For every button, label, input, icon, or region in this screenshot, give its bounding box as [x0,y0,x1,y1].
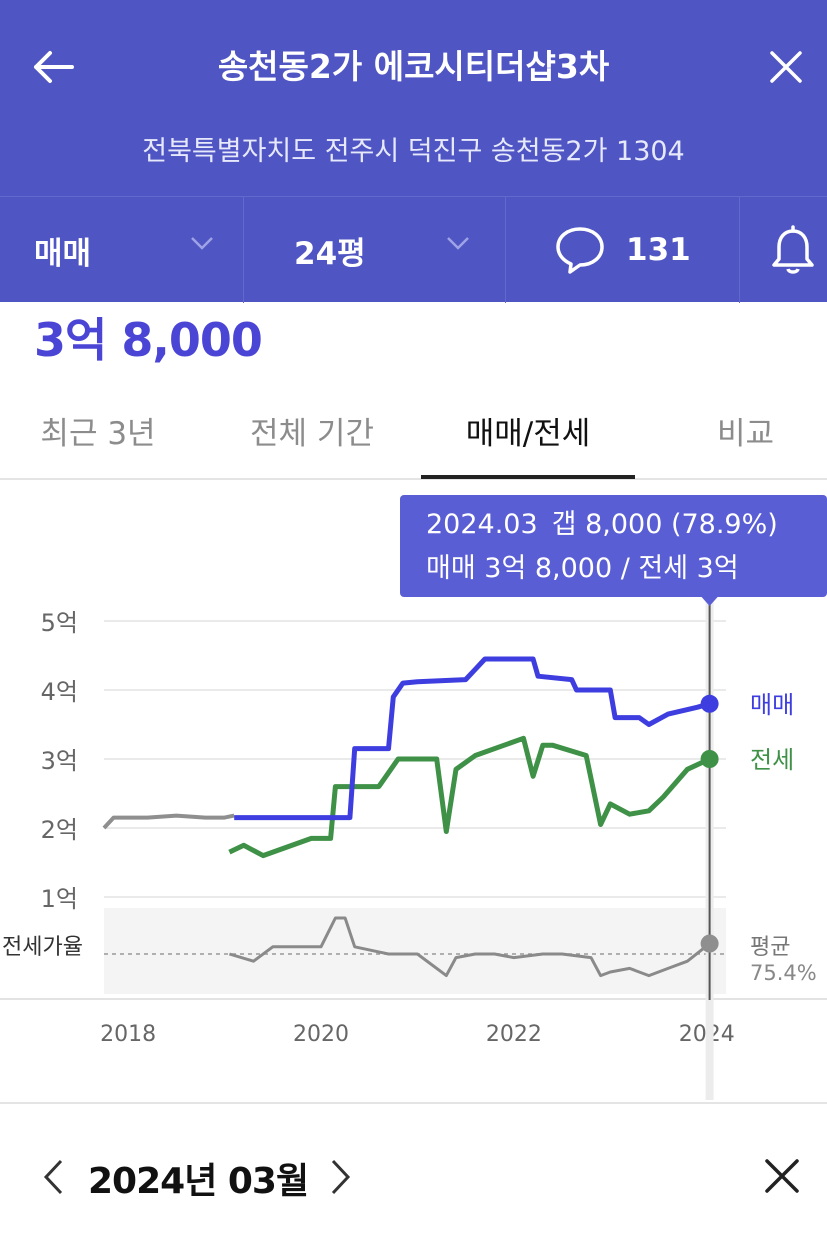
speech-bubble-icon [556,227,604,274]
ratio-band [104,908,726,994]
size-label: 24평 [294,235,366,272]
period-tabs: 최근 3년 전체 기간 매매/전세 비교 [0,380,827,480]
ratio-label: 전세가율 [2,935,83,960]
y-tick-label: 3억 [41,747,78,775]
chevron-down-icon [447,237,469,250]
current-price: 3억 8,000 [34,313,263,367]
x-tick-label: 2018 [100,1022,156,1047]
x-tick-label: 2020 [293,1022,349,1047]
back-button[interactable] [26,44,80,90]
chevron-left-icon [43,1159,63,1195]
tab-recent-3-years[interactable]: 최근 3년 [40,415,156,452]
tooltip-pointer [701,597,718,606]
legend-sale: 매매 [750,691,794,719]
page-title: 송천동2가 에코시티더샵3차 [217,47,610,86]
next-month-button[interactable] [318,1146,364,1208]
average-label: 평균 [750,935,790,960]
close-icon [770,51,802,83]
comment-count: 131 [626,232,691,268]
prev-month-button[interactable] [30,1146,76,1208]
x-tick-label: 2022 [486,1022,542,1047]
comments-button[interactable]: 131 [506,197,740,303]
tab-full-period[interactable]: 전체 기간 [250,415,374,452]
chart-svg: 5억4억3억2억1억전세가율2018202020222024매매전세평균75.4… [0,597,827,1100]
trade-type-dropdown[interactable]: 매매 [0,197,244,303]
average-value: 75.4% [750,961,817,985]
arrow-left-icon [34,51,74,83]
close-button[interactable] [759,44,813,90]
ratio-marker-dot [700,934,719,953]
month-navigator: 2024년 03월 [0,1102,827,1244]
chevron-down-icon [191,237,213,250]
jeonse-marker-dot [700,750,719,768]
y-tick-label: 2억 [41,816,78,844]
app-header: 송천동2가 에코시티더샵3차 전북특별자치도 전주시 덕진구 송천동2가 130… [0,0,827,303]
bell-icon [772,225,814,274]
tooltip-prices: 매매 3억 8,000 / 전세 3억 [426,553,739,584]
tooltip-gap: 갭 8,000 (78.9%) [551,509,778,540]
filter-bar: 매매 24평 131 [0,196,827,303]
y-tick-label: 5억 [41,609,78,637]
sale-marker-dot [700,694,719,713]
size-dropdown[interactable]: 24평 [244,197,506,303]
tab-sale-jeonse[interactable]: 매매/전세 [465,415,591,452]
sale-line [234,656,711,821]
selected-month: 2024년 03월 [88,1161,309,1202]
trade-type-label: 매매 [34,235,92,272]
chart-tooltip: 2024.03 갭 8,000 (78.9%) 매매 3억 8,000 / 전세… [400,495,827,597]
tooltip-date: 2024.03 [426,509,538,540]
y-tick-label: 4억 [41,678,78,706]
chevron-right-icon [331,1159,351,1195]
ratio-line [228,916,711,978]
jeonse-line [228,735,711,859]
close-panel-button[interactable] [754,1148,810,1204]
y-tick-label: 1억 [41,885,78,913]
legend-jeonse: 전세 [750,746,794,774]
active-tab-indicator [421,475,635,479]
close-icon [765,1159,799,1193]
alert-button[interactable] [740,197,827,303]
price-chart[interactable]: 5억4억3억2억1억전세가율2018202020222024매매전세평균75.4… [0,480,827,1102]
legacy-price-line [102,813,235,830]
address-text: 전북특별자치도 전주시 덕진구 송천동2가 1304 [142,136,685,167]
tab-compare[interactable]: 비교 [716,415,775,452]
